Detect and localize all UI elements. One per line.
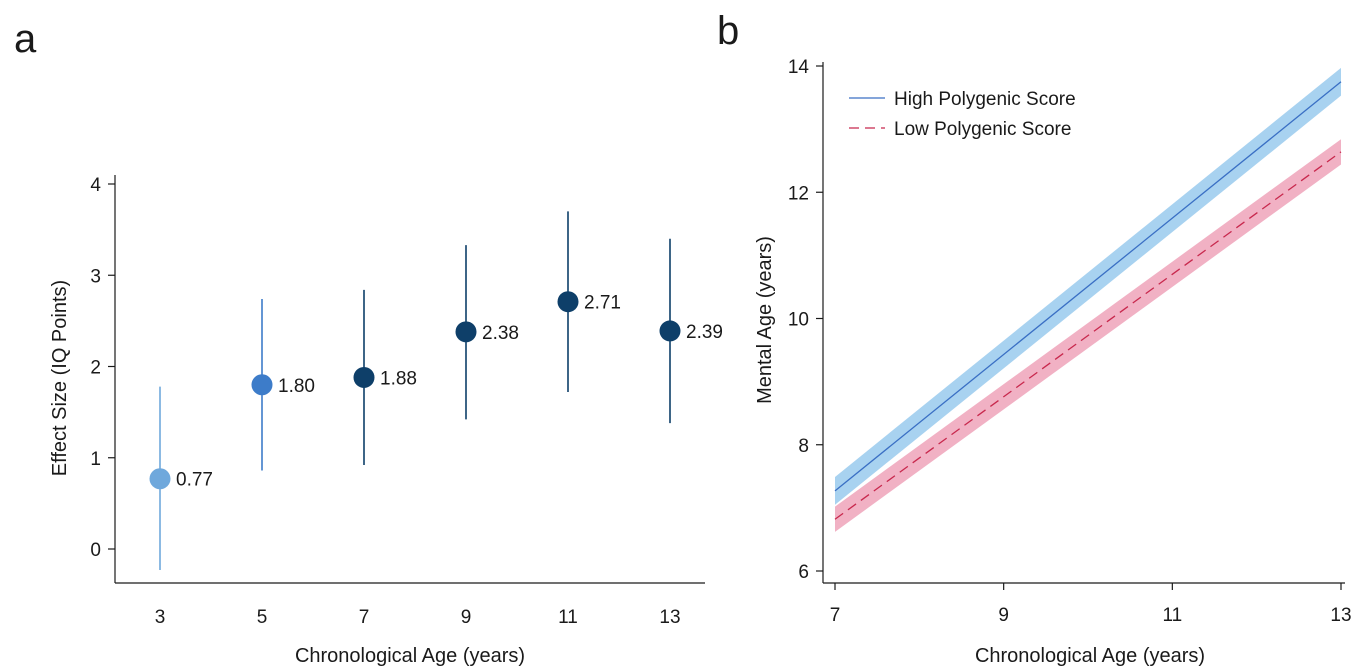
legend-low-label: Low Polygenic Score <box>894 119 1071 140</box>
panel-a-x-tick-label: 11 <box>558 607 578 628</box>
panel-a-x-tick-label: 9 <box>461 607 472 628</box>
panel-a-data-label: 1.88 <box>380 368 417 389</box>
panel-b-y-tick-label: 10 <box>788 310 809 331</box>
panel-a-x-tick-label: 7 <box>359 607 370 628</box>
panel-a-axes <box>114 175 705 584</box>
panel-a-x-ticks: 3 5 7 9 11 13 <box>155 607 681 628</box>
panel-b-y-tick-label: 8 <box>798 436 809 457</box>
panel-b-legend: High Polygenic Score Low Polygenic Score <box>849 89 1076 140</box>
panel-a-y-tick-label: 3 <box>90 266 101 287</box>
panel-b-y-tick-label: 14 <box>788 57 810 78</box>
panel-a-letter: a <box>14 17 37 61</box>
panel-a: a 0 1 2 3 4 3 5 7 9 11 13 0.77 1.80 1.88 2.38 2.71 2.3… <box>14 17 723 666</box>
line-low <box>834 151 1342 520</box>
panel-b-letter: b <box>717 9 739 53</box>
panel-b-y-axis-title: Mental Age (years) <box>754 236 776 404</box>
panel-b-x-axis-title: Chronological Age (years) <box>975 645 1205 666</box>
panel-a-y-ticks: 0 1 2 3 4 <box>90 175 115 561</box>
panel-b-y-tick-label: 12 <box>788 183 809 204</box>
panel-b-y-ticks: 6 8 10 12 14 <box>788 57 823 583</box>
line-high <box>834 81 1342 492</box>
panel-a-data-label: 0.77 <box>176 470 213 491</box>
panel-a-x-tick-label: 13 <box>659 607 680 628</box>
panel-a-y-tick-label: 2 <box>90 358 101 379</box>
panel-a-point <box>251 374 273 396</box>
panel-a-y-tick-label: 0 <box>90 540 101 561</box>
legend-high-label: High Polygenic Score <box>894 89 1076 110</box>
panel-a-point <box>149 468 171 490</box>
panel-a-y-tick-label: 4 <box>90 175 101 196</box>
panel-b-x-tick-label: 11 <box>1162 605 1182 626</box>
panel-a-y-tick-label: 1 <box>90 449 101 470</box>
panel-b-x-tick-label: 9 <box>998 605 1009 626</box>
panel-b-x-tick-label: 7 <box>830 605 841 626</box>
panel-b-axes <box>822 62 1345 584</box>
panel-b-x-tick-label: 13 <box>1330 605 1351 626</box>
panel-a-y-axis-title: Effect Size (IQ Points) <box>49 280 71 476</box>
panel-a-points: 0.77 1.80 1.88 2.38 2.71 2.39 <box>149 211 723 570</box>
panel-a-data-label: 2.39 <box>686 322 723 343</box>
panel-a-point <box>659 320 681 342</box>
panel-b-series-lines <box>834 81 1342 520</box>
panel-a-x-tick-label: 5 <box>257 607 268 628</box>
panel-b-y-tick-label: 6 <box>798 562 809 583</box>
panel-a-data-label: 2.38 <box>482 323 519 344</box>
panel-a-data-label: 2.71 <box>584 293 621 314</box>
panel-b-x-ticks: 7 9 11 13 <box>830 583 1352 626</box>
panel-a-x-tick-label: 3 <box>155 607 166 628</box>
panel-a-point <box>455 321 477 343</box>
panel-b: b 6 8 10 12 14 7 9 11 13 High Polygenic Score L… <box>717 9 1352 666</box>
panel-a-point <box>557 291 579 313</box>
panel-a-data-label: 1.80 <box>278 376 315 397</box>
panel-a-x-axis-title: Chronological Age (years) <box>295 645 525 666</box>
panel-a-point <box>353 366 375 388</box>
